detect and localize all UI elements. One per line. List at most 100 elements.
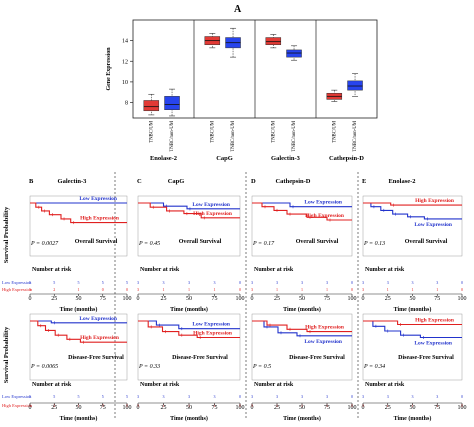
km-x-tick-label: 100 bbox=[348, 405, 357, 411]
risk-high-count: 3 bbox=[137, 403, 139, 408]
risk-low-count: 0 bbox=[351, 394, 353, 399]
km-x-tick-label: 25 bbox=[161, 296, 167, 302]
panel-a-letter: A bbox=[234, 4, 242, 15]
risk-low-count: 5 bbox=[29, 280, 31, 285]
km-x-tick-label: 100 bbox=[348, 296, 357, 302]
p-value: P = 0.0027 bbox=[30, 241, 59, 247]
risk-low-label: Low Expression bbox=[2, 280, 32, 285]
km-curve-high bbox=[138, 320, 240, 339]
km-high-legend: High Expression bbox=[415, 318, 454, 324]
km-panel-title: Galectin-3 bbox=[58, 178, 88, 185]
risk-high-count: 0 bbox=[126, 287, 128, 292]
box-x-label: TNBC/non-UM bbox=[231, 120, 236, 151]
km-panel-title: Enolase-2 bbox=[388, 178, 415, 185]
km-panel-letter: B bbox=[29, 178, 34, 185]
km-curve-low bbox=[30, 320, 127, 324]
km-x-tick-label: 0 bbox=[137, 405, 140, 411]
km-low-legend: Low Expression bbox=[192, 202, 230, 208]
risk-high-count: 1 bbox=[301, 287, 303, 292]
km-low-legend: Low Expression bbox=[414, 341, 452, 347]
km-x-tick-label: 25 bbox=[385, 296, 391, 302]
risk-low-count: 3 bbox=[251, 394, 253, 399]
risk-high-count: 0 bbox=[461, 287, 463, 292]
km-high-legend: High Expression bbox=[305, 213, 344, 219]
box-body bbox=[143, 100, 160, 112]
risk-low-count: 3 bbox=[188, 394, 190, 399]
km-x-tick-label: 0 bbox=[362, 405, 365, 411]
risk-high-count: 3 bbox=[251, 287, 253, 292]
km-curve-high bbox=[30, 320, 127, 343]
km-xlabel: Time (months) bbox=[283, 306, 321, 313]
box-x-label: TNBC/UM bbox=[271, 120, 276, 143]
km-curve-high bbox=[138, 202, 240, 219]
km-high-legend: High Expression bbox=[193, 331, 232, 337]
risk-title: Number at risk bbox=[32, 267, 72, 273]
panel-a-ytick-label: 10 bbox=[122, 80, 128, 86]
km-xlabel: Time (months) bbox=[170, 306, 208, 313]
risk-high-count: 1 bbox=[214, 287, 216, 292]
risk-low-count: 5 bbox=[126, 280, 128, 285]
km-high-legend: High Expression bbox=[80, 335, 119, 341]
p-value: P = 0.0065 bbox=[30, 364, 58, 370]
km-x-tick-label: 50 bbox=[186, 296, 192, 302]
group-name: Cathepsin-D bbox=[329, 155, 364, 162]
km-plot-frame bbox=[29, 195, 128, 257]
km-x-tick-label: 0 bbox=[29, 405, 32, 411]
risk-low-count: 5 bbox=[53, 394, 55, 399]
risk-low-count: 0 bbox=[239, 394, 241, 399]
km-x-tick-label: 0 bbox=[29, 296, 32, 302]
risk-low-count: 3 bbox=[188, 280, 190, 285]
box-body bbox=[347, 80, 363, 91]
km-x-tick-label: 100 bbox=[123, 405, 132, 411]
risk-low-count: 5 bbox=[29, 394, 31, 399]
risk-low-count: 0 bbox=[461, 280, 463, 285]
km-x-tick-label: 100 bbox=[236, 405, 245, 411]
km-x-tick-label: 100 bbox=[458, 296, 467, 302]
km-low-legend: Low Expression bbox=[79, 316, 117, 322]
km-x-tick-label: 75 bbox=[100, 405, 106, 411]
km-plot-frame bbox=[362, 195, 463, 257]
km-row-label: Disease-Free Survival bbox=[289, 355, 345, 361]
km-x-tick-label: 75 bbox=[212, 405, 218, 411]
km-curve-low bbox=[138, 320, 240, 330]
km-x-tick-label: 25 bbox=[274, 296, 280, 302]
km-x-tick-label: 75 bbox=[100, 296, 106, 302]
risk-low-count: 3 bbox=[326, 394, 328, 399]
km-curve-low bbox=[252, 202, 352, 208]
risk-title: Number at risk bbox=[254, 267, 294, 273]
km-plot-frame bbox=[251, 313, 353, 381]
risk-high-count: 1 bbox=[412, 403, 414, 408]
box-body bbox=[265, 37, 282, 46]
risk-low-count: 5 bbox=[78, 280, 80, 285]
km-row-label: Overall Survival bbox=[405, 239, 448, 245]
km-plot-frame bbox=[137, 313, 241, 381]
p-value: P = 0.33 bbox=[138, 364, 160, 370]
risk-low-count: 0 bbox=[239, 280, 241, 285]
km-x-tick-label: 100 bbox=[236, 296, 245, 302]
km-curve-high bbox=[30, 202, 127, 224]
risk-high-label: High Expression bbox=[2, 403, 33, 408]
risk-title: Number at risk bbox=[365, 382, 405, 388]
risk-title: Number at risk bbox=[32, 382, 72, 388]
km-curve-high bbox=[252, 202, 352, 221]
risk-high-count: 1 bbox=[301, 403, 303, 408]
p-value: P = 0.17 bbox=[252, 241, 275, 247]
risk-low-count: 3 bbox=[276, 280, 278, 285]
km-xlabel: Time (months) bbox=[170, 415, 208, 422]
group-name: Galectin-3 bbox=[271, 155, 301, 162]
km-curve-low bbox=[252, 320, 352, 337]
group-name: Enolase-2 bbox=[150, 155, 177, 162]
p-value: P = 0.5 bbox=[252, 364, 271, 370]
km-curve-high bbox=[363, 202, 462, 206]
km-x-tick-label: 50 bbox=[76, 296, 82, 302]
risk-low-label: Low Expression bbox=[2, 394, 32, 399]
box-body bbox=[164, 96, 180, 110]
risk-title: Number at risk bbox=[365, 267, 405, 273]
risk-low-count: 3 bbox=[387, 394, 389, 399]
risk-high-count: 1 bbox=[214, 403, 216, 408]
km-xlabel: Time (months) bbox=[394, 306, 432, 313]
panel-a-ytick-label: 14 bbox=[122, 39, 128, 45]
risk-low-count: 3 bbox=[301, 394, 303, 399]
risk-low-count: 3 bbox=[251, 280, 253, 285]
risk-high-count: 1 bbox=[436, 287, 438, 292]
